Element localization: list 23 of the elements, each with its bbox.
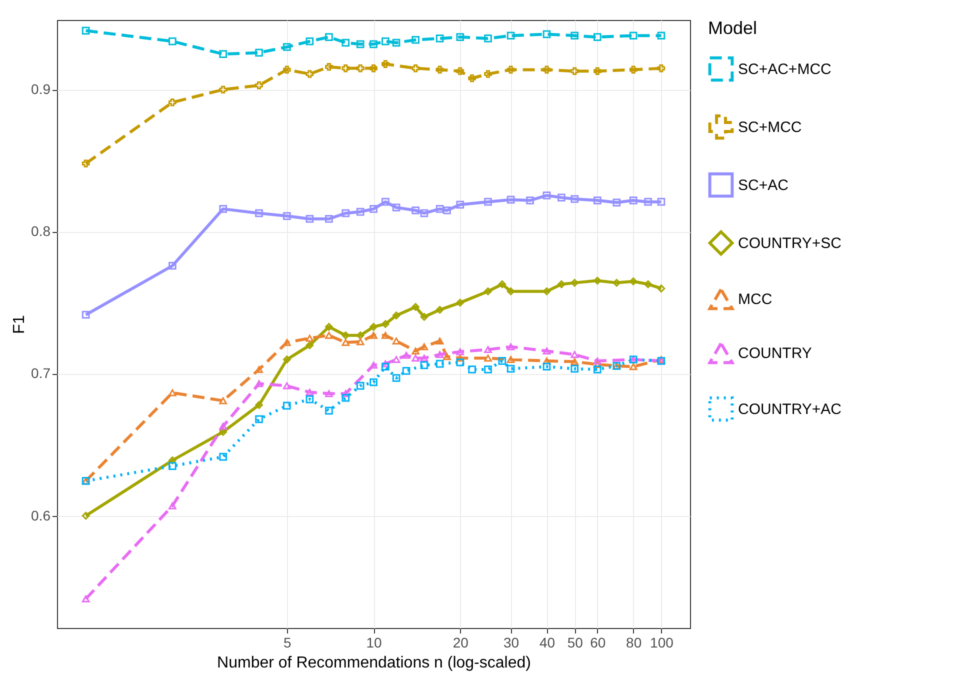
legend-label: SC+AC+MCC — [738, 61, 832, 78]
y-tick-label: 0.8 — [31, 223, 51, 240]
x-tick-label: 80 — [626, 634, 642, 650]
legend-label: COUNTRY+SC — [738, 235, 842, 252]
x-tick-label: 50 — [567, 634, 584, 650]
legend-label: MCC — [738, 291, 772, 308]
x-tick-label: 20 — [452, 634, 469, 650]
x-tick-label: 40 — [539, 634, 556, 650]
x-tick-label: 10 — [366, 634, 382, 650]
y-tick-label: 0.9 — [31, 81, 51, 98]
legend-label: SC+MCC — [738, 119, 802, 136]
x-tick-label: 100 — [650, 634, 674, 650]
y-axis-title: F1 — [11, 315, 28, 334]
x-tick-label: 30 — [504, 634, 520, 650]
legend-label: SC+AC — [738, 177, 789, 194]
y-tick-label: 0.7 — [31, 365, 51, 382]
x-tick-label: 60 — [590, 634, 606, 650]
legend-label: COUNTRY+AC — [738, 401, 842, 418]
x-tick-label: 5 — [284, 634, 292, 650]
y-tick-label: 0.6 — [31, 507, 51, 524]
legend-label: COUNTRY — [738, 345, 812, 362]
x-axis-title: Number of Recommendations n (log-scaled) — [217, 654, 531, 672]
legend-title: Model — [708, 18, 758, 38]
